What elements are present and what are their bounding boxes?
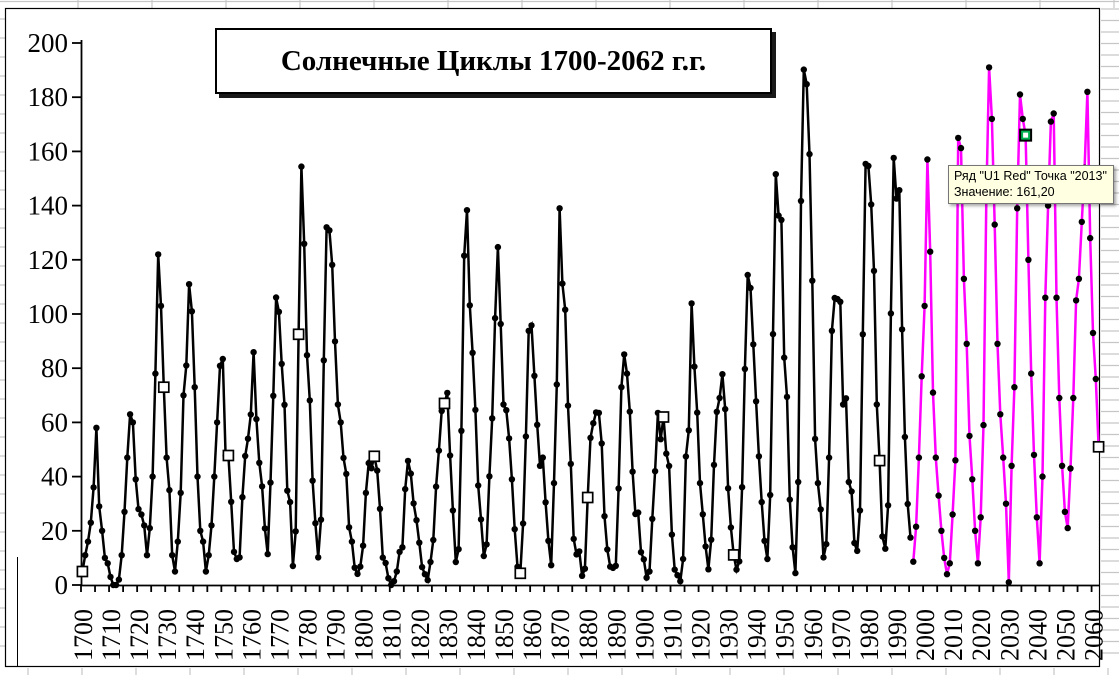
svg-text:20: 20 xyxy=(41,516,68,546)
svg-text:2010: 2010 xyxy=(939,609,968,661)
svg-text:1850: 1850 xyxy=(490,609,519,661)
svg-text:180: 180 xyxy=(28,82,69,112)
square-point-markers xyxy=(76,328,1105,580)
svg-text:1870: 1870 xyxy=(546,609,575,661)
svg-text:2050: 2050 xyxy=(1051,609,1080,661)
svg-text:2060: 2060 xyxy=(1079,609,1108,661)
svg-text:1860: 1860 xyxy=(518,609,547,661)
svg-text:1970: 1970 xyxy=(827,609,856,661)
tooltip-value-line: Значение: 161,20 xyxy=(954,184,1055,199)
svg-text:1930: 1930 xyxy=(715,609,744,661)
svg-text:1750: 1750 xyxy=(209,609,238,661)
svg-text:1810: 1810 xyxy=(378,609,407,661)
svg-text:1720: 1720 xyxy=(125,609,154,661)
svg-text:1950: 1950 xyxy=(771,609,800,661)
svg-text:60: 60 xyxy=(41,407,68,437)
svg-text:1880: 1880 xyxy=(574,609,603,661)
svg-text:1920: 1920 xyxy=(686,609,715,661)
series-u1-red-forecast[interactable] xyxy=(910,64,1102,586)
chart-title: Солнечные Циклы 1700-2062 г.г. xyxy=(280,44,707,77)
svg-text:0: 0 xyxy=(55,570,69,600)
chart-border xyxy=(4,7,1101,668)
y-axis xyxy=(72,40,83,586)
svg-text:2020: 2020 xyxy=(967,609,996,661)
svg-text:1730: 1730 xyxy=(153,609,182,661)
y-axis-labels: 0 20 40 60 80 100 120 140 160 180 200 xyxy=(28,28,69,600)
svg-text:1780: 1780 xyxy=(293,609,322,661)
svg-text:1990: 1990 xyxy=(883,609,912,661)
svg-text:1830: 1830 xyxy=(434,609,463,661)
svg-text:1980: 1980 xyxy=(855,609,884,661)
svg-text:2040: 2040 xyxy=(1023,609,1052,661)
svg-text:2030: 2030 xyxy=(995,609,1024,661)
svg-text:1820: 1820 xyxy=(406,609,435,661)
svg-text:1910: 1910 xyxy=(658,609,687,661)
svg-text:140: 140 xyxy=(28,191,69,221)
x-axis xyxy=(80,584,1100,592)
svg-text:1700: 1700 xyxy=(69,609,98,661)
selected-point-marker[interactable] xyxy=(1019,128,1033,142)
chart-title-box[interactable]: Солнечные Циклы 1700-2062 г.г. xyxy=(215,28,772,94)
svg-text:40: 40 xyxy=(41,462,68,492)
svg-text:1960: 1960 xyxy=(799,609,828,661)
svg-text:1940: 1940 xyxy=(743,609,772,661)
svg-text:1890: 1890 xyxy=(602,609,631,661)
svg-text:120: 120 xyxy=(28,245,69,275)
svg-text:160: 160 xyxy=(28,136,69,166)
svg-text:1900: 1900 xyxy=(630,609,659,661)
svg-text:1840: 1840 xyxy=(462,609,491,661)
svg-text:1740: 1740 xyxy=(181,609,210,661)
svg-text:80: 80 xyxy=(41,353,68,383)
svg-text:1760: 1760 xyxy=(237,609,266,661)
svg-text:2000: 2000 xyxy=(911,609,940,661)
svg-text:1770: 1770 xyxy=(265,609,294,661)
svg-text:1710: 1710 xyxy=(97,609,126,661)
x-axis-labels: 1700 1710 1720 1730 1740 1750 1760 1770 1780 1790… xyxy=(69,609,1109,661)
svg-text:1790: 1790 xyxy=(322,609,351,661)
series-observed-black[interactable] xyxy=(79,66,914,589)
data-point-tooltip: Ряд "U1 Red" Точка "2013" Значение: 161,… xyxy=(948,165,1114,204)
tooltip-series-point-line: Ряд "U1 Red" Точка "2013" xyxy=(954,169,1107,183)
svg-text:200: 200 xyxy=(28,28,69,58)
svg-text:100: 100 xyxy=(28,299,69,329)
svg-text:1800: 1800 xyxy=(350,609,379,661)
